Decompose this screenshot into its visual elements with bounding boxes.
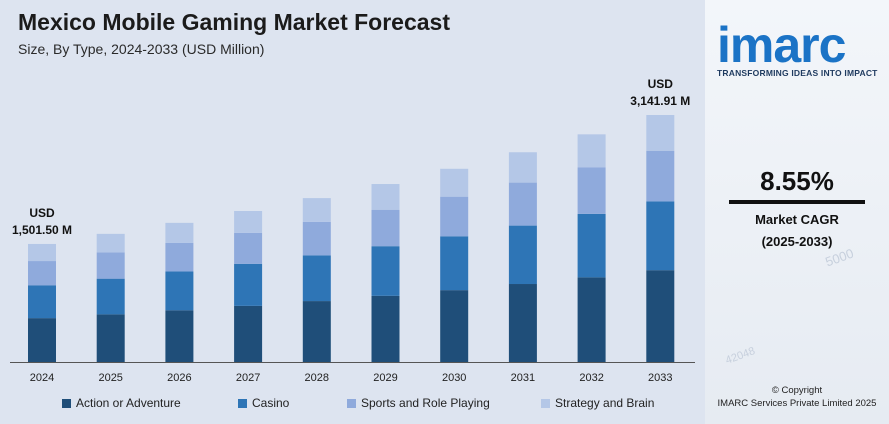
bar-segment <box>508 284 537 362</box>
bar-segment <box>440 196 469 237</box>
x-tick-label: 2028 <box>305 372 329 384</box>
bar-segment <box>96 314 125 362</box>
copyright-line-1: © Copyright <box>771 385 823 396</box>
bar-segment <box>28 318 56 362</box>
bar-segment <box>234 305 263 362</box>
bar-segment <box>371 246 400 296</box>
bar-segment <box>96 233 125 253</box>
legend-label: Sports and Role Playing <box>361 396 490 410</box>
bar-segment <box>646 201 675 271</box>
x-tick-label: 2029 <box>373 372 397 384</box>
legend-swatch <box>238 398 247 408</box>
cagr-label: Market CAGR <box>755 212 839 227</box>
x-tick-label: 2033 <box>648 372 672 384</box>
copyright-line-2: IMARC Services Private Limited 2025 <box>717 398 877 409</box>
value-annotation-amount: 3,141.91 M <box>630 94 690 108</box>
cagr-period: (2025-2033) <box>761 234 833 249</box>
decorative-number: 5000 <box>823 245 856 270</box>
x-tick-label: 2026 <box>167 372 191 384</box>
bar-segment <box>646 270 675 362</box>
bar-segment <box>371 184 400 210</box>
legend-swatch <box>62 398 71 408</box>
bar-segment <box>28 243 56 262</box>
bar-segment <box>577 134 606 168</box>
legend-item: Strategy and Brain <box>541 396 661 410</box>
bar-segment <box>440 290 469 362</box>
legend-item: Casino <box>238 396 347 410</box>
bar-segment <box>96 252 125 279</box>
chart-title: Mexico Mobile Gaming Market Forecast <box>18 9 451 35</box>
x-tick-label: 2027 <box>236 372 260 384</box>
bar-segment <box>28 261 56 286</box>
bar-segment <box>96 278 125 315</box>
bar-segment <box>165 271 194 311</box>
chart-panel: Mexico Mobile Gaming Market Forecast Siz… <box>10 9 695 410</box>
bar-segment <box>577 277 606 362</box>
x-tick-label: 2031 <box>511 372 535 384</box>
copyright: © Copyright IMARC Services Private Limit… <box>705 384 889 410</box>
bar-segment <box>302 301 331 362</box>
x-tick-label: 2032 <box>579 372 603 384</box>
bar-segment <box>28 285 56 319</box>
side-panel: 5000 42048 imarc TRANSFORMING IDEAS INTO… <box>705 0 889 424</box>
bar-segment <box>165 310 194 362</box>
bar-segment <box>508 182 537 226</box>
x-tick-label: 2030 <box>442 372 466 384</box>
bar-segment <box>234 263 263 306</box>
stacked-bar-chart: 2024 2025 2026 2027 2028 2029 2030 2031 2032 2033… <box>10 77 695 384</box>
value-annotation-unit: USD <box>648 77 674 91</box>
bar-segment <box>302 221 331 256</box>
legend: Action or Adventure Casino Sports and Role… <box>62 396 661 410</box>
legend-label: Action or Adventure <box>76 396 181 410</box>
chart-subtitle: Size, By Type, 2024-2033 (USD Million) <box>18 41 265 57</box>
legend-swatch <box>347 398 356 408</box>
bar-segment <box>440 236 469 291</box>
bar-segment <box>577 213 606 278</box>
bar-segment <box>234 210 263 233</box>
legend-label: Strategy and Brain <box>555 396 655 410</box>
imarc-logo: imarc <box>717 17 846 73</box>
value-annotation-amount: 1,501.50 M <box>12 223 72 237</box>
bar-segment <box>165 242 194 272</box>
bar-segment <box>508 225 537 285</box>
legend-label: Casino <box>252 396 290 410</box>
bar-segment <box>165 222 194 243</box>
bar-segment <box>302 255 331 302</box>
x-tick-label: 2024 <box>30 372 54 384</box>
bar-segment <box>371 295 400 362</box>
bar-segment <box>440 168 469 197</box>
bar-segment <box>508 152 537 183</box>
legend-item: Action or Adventure <box>62 396 238 410</box>
bar-segment <box>302 198 331 222</box>
logo-tagline: TRANSFORMING IDEAS INTO IMPACT <box>717 68 878 78</box>
legend-swatch <box>541 398 550 408</box>
x-tick-label: 2025 <box>98 372 122 384</box>
bar-segment <box>234 232 263 264</box>
bar-segment <box>577 167 606 214</box>
bar-segment <box>646 150 675 202</box>
bar-segment <box>646 115 675 151</box>
legend-item: Sports and Role Playing <box>347 396 541 410</box>
cagr-divider <box>729 200 865 204</box>
value-annotation-unit: USD <box>29 206 55 220</box>
cagr-value: 8.55% <box>760 166 834 196</box>
decorative-number: 42048 <box>723 345 757 367</box>
bar-segment <box>371 209 400 247</box>
